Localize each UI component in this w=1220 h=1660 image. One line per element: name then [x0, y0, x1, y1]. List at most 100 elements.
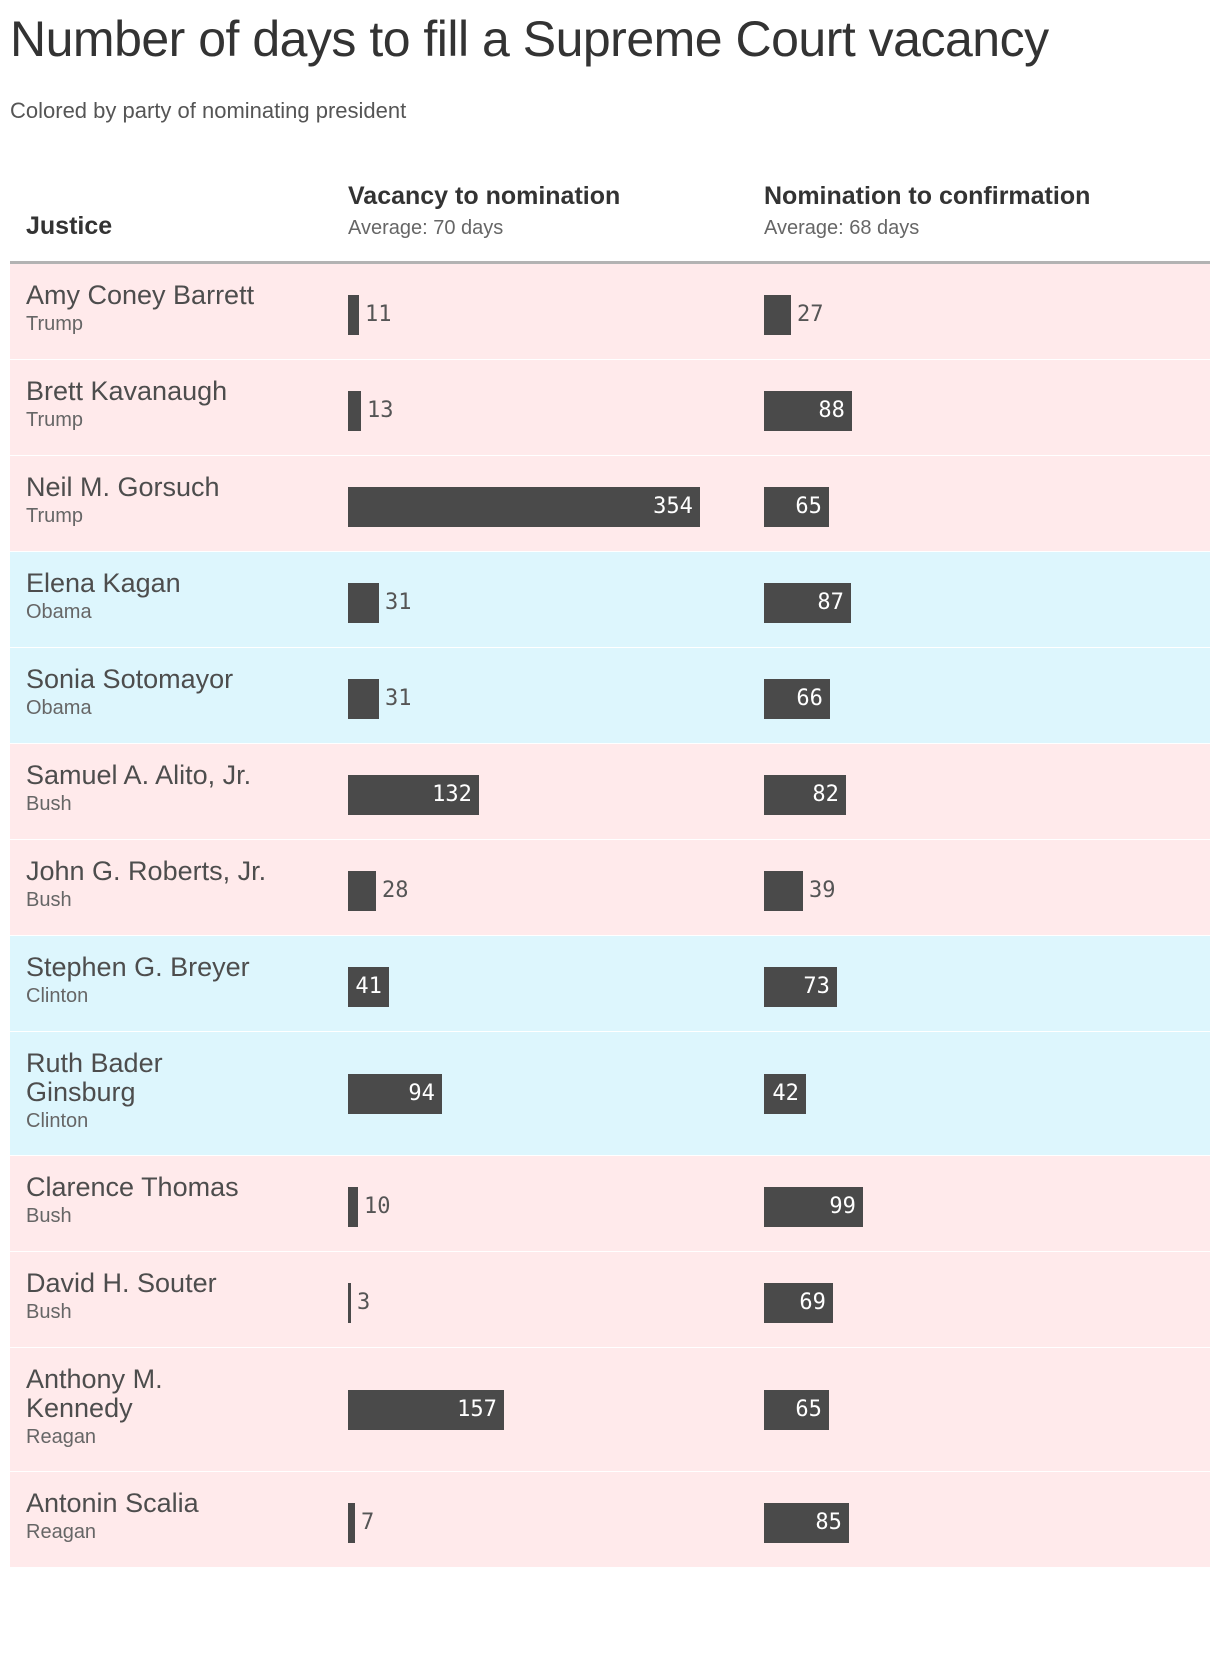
header-col2-label: Nomination to confirmation: [764, 182, 1091, 210]
table-row: Neil M. Gorsuch Trump 354 65: [10, 456, 1210, 552]
value-label-confirmation: 82: [812, 782, 839, 807]
bar-vacancy: [348, 391, 361, 431]
value-label-confirmation: 66: [796, 686, 823, 711]
value-label-vacancy: 31: [385, 686, 412, 711]
nominating-president: Obama: [26, 601, 92, 623]
nominating-president: Trump: [26, 409, 84, 431]
value-label-vacancy: 13: [367, 398, 394, 423]
nominating-president: Reagan: [26, 1521, 97, 1543]
justice-name: Elena Kagan: [26, 568, 181, 598]
justice-name: Antonin Scalia: [26, 1488, 199, 1518]
value-label-confirmation: 39: [809, 878, 836, 903]
bar-confirmation: [764, 679, 830, 719]
bar-confirmation: [764, 487, 829, 527]
justice-name: Ginsburg: [26, 1077, 136, 1107]
nominating-president: Clinton: [26, 985, 89, 1007]
value-label-confirmation: 65: [795, 494, 822, 519]
table-row: Amy Coney Barrett Trump 11 27: [10, 264, 1210, 360]
justice-name: Kennedy: [26, 1393, 133, 1423]
value-label-vacancy: 132: [432, 782, 472, 807]
header-nomination-to-confirmation: Nomination to confirmation Average: 68 d…: [764, 182, 1090, 240]
value-label-confirmation: 85: [815, 1510, 842, 1535]
table-row: Clarence Thomas Bush 10 99: [10, 1156, 1210, 1252]
header-justice: Justice: [26, 212, 113, 240]
table-row: Samuel A. Alito, Jr. Bush 132 82: [10, 744, 1210, 840]
nominating-president: Bush: [26, 1205, 72, 1227]
table-header: Justice Vacancy to nomination Average: 7…: [10, 180, 1210, 262]
value-label-confirmation: 42: [772, 1081, 799, 1106]
bar-vacancy: [348, 679, 379, 719]
table-row: Ruth Bader Ginsburg Clinton 94 42: [10, 1032, 1210, 1156]
table-row: Sonia Sotomayor Obama 31 66: [10, 648, 1210, 744]
value-label-vacancy: 94: [408, 1081, 435, 1106]
table-row: Anthony M. Kennedy Reagan 157 65: [10, 1348, 1210, 1472]
bar-vacancy: [348, 775, 479, 815]
bar-vacancy: [348, 295, 359, 335]
nominating-president: Obama: [26, 697, 92, 719]
bar-confirmation: [764, 1503, 849, 1543]
value-label-vacancy: 41: [355, 974, 382, 999]
bar-vacancy: [348, 1283, 351, 1323]
header-col2-average: Average: 68 days: [764, 217, 920, 239]
justice-name: David H. Souter: [26, 1268, 217, 1298]
value-label-confirmation: 88: [818, 398, 845, 423]
chart-title: Number of days to fill a Supreme Court v…: [10, 11, 1049, 67]
nominating-president: Clinton: [26, 1110, 89, 1132]
bar-vacancy: [348, 1074, 442, 1114]
header-vacancy-to-nomination: Vacancy to nomination Average: 70 days: [348, 182, 620, 240]
justice-name: Clarence Thomas: [26, 1172, 239, 1202]
bar-confirmation: [764, 871, 803, 911]
bar-confirmation: [764, 967, 837, 1007]
table-row: Elena Kagan Obama 31 87: [10, 552, 1210, 648]
bar-confirmation: [764, 1283, 833, 1323]
nominating-president: Bush: [26, 889, 72, 911]
bar-vacancy: [348, 1390, 504, 1430]
bar-vacancy: [348, 1187, 358, 1227]
value-label-vacancy: 10: [364, 1194, 391, 1219]
justice-name: Anthony M.: [26, 1364, 163, 1394]
value-label-vacancy: 31: [385, 590, 412, 615]
table-row: Brett Kavanaugh Trump 13 88: [10, 360, 1210, 456]
justice-name: Stephen G. Breyer: [26, 952, 250, 982]
bar-vacancy: [348, 1503, 355, 1543]
nominating-president: Trump: [26, 313, 84, 335]
justice-name: Brett Kavanaugh: [26, 376, 228, 406]
justice-name: John G. Roberts, Jr.: [26, 856, 267, 886]
value-label-vacancy: 3: [357, 1290, 371, 1315]
justice-name: Amy Coney Barrett: [26, 280, 255, 310]
justice-name: Sonia Sotomayor: [26, 664, 234, 694]
bar-vacancy: [348, 487, 700, 527]
nominating-president: Reagan: [26, 1426, 97, 1448]
value-label-vacancy: 157: [457, 1397, 497, 1422]
value-label-confirmation: 73: [803, 974, 830, 999]
value-label-confirmation: 69: [799, 1290, 826, 1315]
bar-confirmation: [764, 583, 851, 623]
table-row: Stephen G. Breyer Clinton 41 73: [10, 936, 1210, 1032]
bar-confirmation: [764, 295, 791, 335]
justice-table: Amy Coney Barrett Trump 11 27 Brett Kavanaug…: [10, 264, 1210, 1568]
bar-confirmation: [764, 1187, 863, 1227]
bar-confirmation: [764, 1074, 806, 1114]
justice-name: Ruth Bader: [26, 1048, 163, 1078]
table-row: Antonin Scalia Reagan 7 85: [10, 1472, 1210, 1568]
value-label-vacancy: 28: [382, 878, 409, 903]
header-col1-label: Vacancy to nomination: [348, 182, 621, 210]
value-label-vacancy: 7: [361, 1510, 375, 1535]
header-divider: [10, 261, 1210, 264]
value-label-vacancy: 11: [365, 302, 392, 327]
value-label-vacancy: 354: [653, 494, 693, 519]
bar-vacancy: [348, 871, 376, 911]
value-label-confirmation: 87: [817, 590, 844, 615]
table-row: David H. Souter Bush 3 69: [10, 1252, 1210, 1348]
bar-confirmation: [764, 775, 846, 815]
bar-vacancy: [348, 967, 389, 1007]
nominating-president: Trump: [26, 505, 84, 527]
bar-confirmation: [764, 1390, 829, 1430]
value-label-confirmation: 99: [829, 1194, 856, 1219]
value-label-confirmation: 65: [795, 1397, 822, 1422]
table-row: John G. Roberts, Jr. Bush 28 39: [10, 840, 1210, 936]
bar-vacancy: [348, 583, 379, 623]
nominating-president: Bush: [26, 793, 72, 815]
chart-subtitle: Colored by party of nominating president: [10, 98, 407, 123]
header-col1-average: Average: 70 days: [348, 217, 504, 239]
